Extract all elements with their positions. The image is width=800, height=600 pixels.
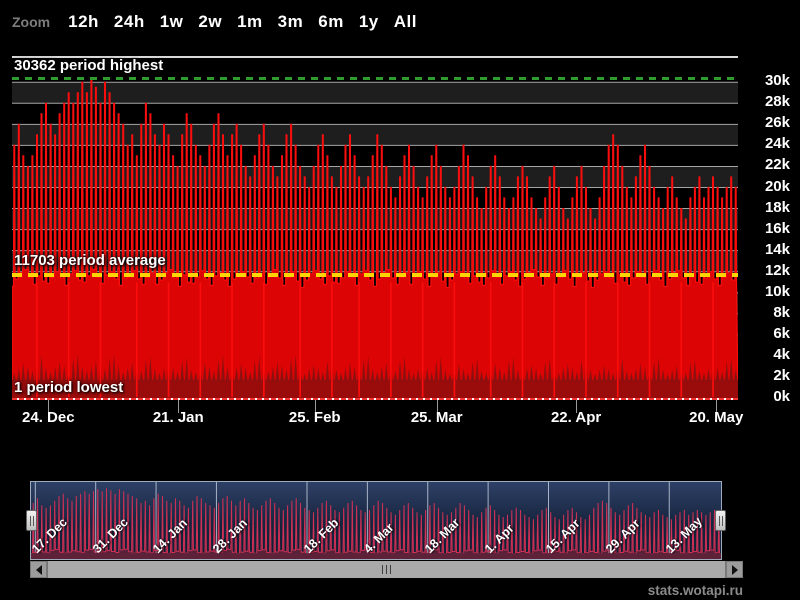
y-tick-label-22k: 22k	[764, 156, 790, 174]
y-tick-label-18k: 18k	[764, 198, 790, 216]
y-tick-label-26k: 26k	[764, 114, 790, 132]
y-tick-label-0k: 0k	[773, 388, 790, 405]
plot-band	[12, 250, 738, 272]
y-tick-label-8k: 8k	[773, 303, 790, 321]
x-tick-label: 22. Apr	[550, 409, 602, 426]
scrollbar-grip-icon	[382, 565, 383, 574]
range-button-1m[interactable]: 1m	[237, 12, 263, 31]
x-tick-label: 25. Mar	[410, 409, 463, 426]
y-tick-label-12k: 12k	[764, 261, 790, 279]
plot-band	[12, 166, 738, 188]
navigator-bottom-band	[31, 553, 721, 559]
period-average-line	[12, 273, 738, 277]
plot-band	[12, 124, 738, 146]
navigator-right-handle[interactable]	[715, 510, 726, 531]
scroll-right-arrow-icon	[731, 564, 738, 575]
navigator-mini-chart	[31, 482, 721, 559]
period-average-label: 11703 period average	[14, 252, 166, 269]
navigator[interactable]: 17. Dec 31. Dec 14. Jan 28. Jan 18. Feb 4. Ma…	[26, 481, 726, 560]
period-highest-line	[12, 77, 738, 80]
range-button-12h[interactable]: 12h	[68, 12, 99, 31]
y-tick-label-28k: 28k	[764, 93, 790, 111]
watermark: stats.wotapi.ru	[647, 583, 743, 598]
main-chart-plot[interactable]	[12, 57, 738, 398]
period-lowest-line	[12, 398, 738, 400]
online-players-series	[12, 77, 738, 398]
y-tick-label-30k: 30k	[764, 72, 790, 90]
range-button-all[interactable]: All	[393, 12, 417, 31]
range-selector-toolbar: Zoom 12h 24h 1w 2w 1m 3m 6m 1y All	[12, 12, 432, 40]
range-button-1y[interactable]: 1y	[358, 12, 379, 31]
x-tick	[314, 400, 316, 413]
x-tick-label: 21. Jan	[152, 409, 204, 426]
y-tick-label-20k: 20k	[764, 177, 790, 195]
period-lowest-label: 1 period lowest	[14, 379, 124, 396]
range-button-3m[interactable]: 3m	[277, 12, 304, 31]
range-buttons: 12h 24h 1w 2w 1m 3m 6m 1y All	[68, 12, 432, 32]
x-tick	[436, 400, 438, 413]
y-tick-label-6k: 6k	[773, 324, 790, 342]
scrollbar-left-button[interactable]	[30, 561, 47, 578]
scrollbar-right-button[interactable]	[726, 561, 743, 578]
range-button-6m[interactable]: 6m	[318, 12, 344, 31]
scrollbar[interactable]	[30, 561, 743, 578]
range-button-1w[interactable]: 1w	[159, 12, 184, 31]
x-tick	[178, 400, 180, 413]
plot-band	[12, 208, 738, 230]
x-tick	[48, 400, 50, 413]
y-tick-label-10k: 10k	[764, 282, 790, 300]
minimum-strip	[12, 381, 738, 398]
y-tick-label-2k: 2k	[773, 366, 790, 384]
zoom-label: Zoom	[12, 14, 51, 30]
range-button-24h[interactable]: 24h	[113, 12, 145, 31]
x-tick	[576, 400, 578, 413]
y-tick-label-4k: 4k	[773, 345, 790, 363]
x-tick-label: 20. May	[689, 409, 744, 426]
scrollbar-thumb[interactable]	[47, 561, 726, 578]
x-tick	[716, 400, 718, 413]
y-tick-label-14k: 14k	[764, 240, 790, 258]
plot-band	[12, 82, 738, 104]
period-highest-label: 30362 period highest	[14, 57, 164, 74]
plot-top-border	[12, 56, 738, 58]
navigator-left-handle[interactable]	[26, 510, 37, 531]
x-tick-label: 25. Feb	[288, 409, 341, 426]
x-tick-label: 24. Dec	[22, 409, 75, 426]
range-button-2w[interactable]: 2w	[198, 12, 223, 31]
scroll-left-arrow-icon	[35, 564, 42, 575]
y-tick-label-16k: 16k	[764, 219, 790, 237]
y-tick-label-24k: 24k	[764, 135, 790, 153]
